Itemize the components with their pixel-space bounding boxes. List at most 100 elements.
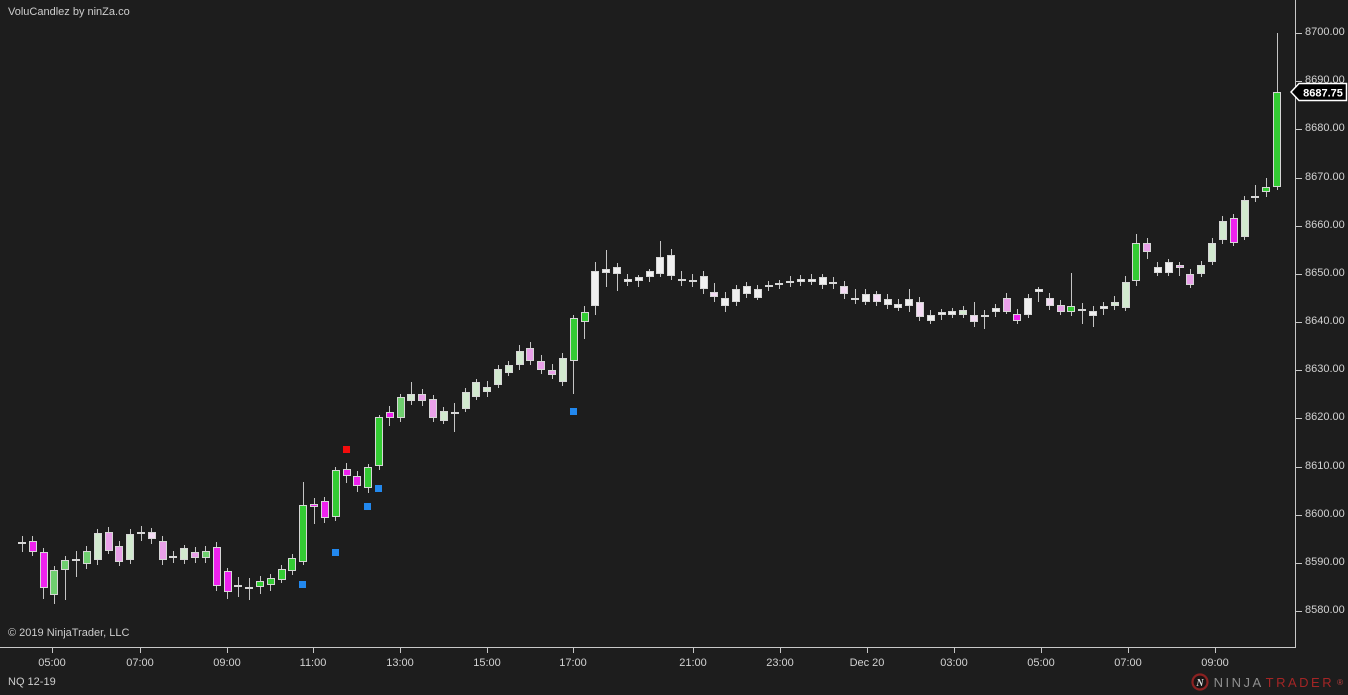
candle-body (818, 277, 827, 285)
candle-body (375, 417, 384, 467)
price-axis-tick (1296, 322, 1302, 323)
candle-body (418, 394, 427, 402)
price-axis-label: 8580.00 (1305, 604, 1345, 616)
candle-body (1251, 195, 1260, 198)
candle-body (461, 391, 470, 409)
price-axis-tick (1296, 466, 1302, 468)
candle-body (429, 399, 438, 419)
red-volume-marker (342, 445, 350, 453)
price-axis-label: 8660.00 (1305, 218, 1345, 231)
candle-body (310, 503, 319, 508)
candle-body (407, 394, 416, 402)
time-axis-tick (954, 648, 955, 653)
candle-body (364, 466, 373, 489)
candle-body (1273, 92, 1281, 188)
candle-body (580, 312, 589, 322)
candle-wick (1254, 184, 1256, 202)
candle-body (537, 360, 546, 371)
candle-wick (973, 301, 975, 327)
candle-body (180, 548, 189, 561)
candle-wick (638, 275, 640, 288)
ninjatrader-logo: N NINJA TRADER ® (1190, 673, 1343, 691)
candle-body (126, 533, 135, 561)
candle-body (591, 271, 600, 307)
candle-body (147, 531, 156, 539)
price-axis-label: 8610.00 (1305, 459, 1345, 472)
candle-body (1078, 308, 1087, 312)
candle-body (602, 269, 611, 273)
candle-body (331, 470, 340, 518)
candle-body (796, 278, 805, 283)
brand-ninja-text: NINJA (1213, 674, 1264, 690)
candle-body (1175, 265, 1184, 268)
price-chart-canvas[interactable] (0, 0, 1296, 648)
candle-body (212, 547, 221, 586)
candle-body (288, 558, 297, 572)
candle-body (266, 578, 275, 585)
candle-body (169, 555, 178, 558)
candle-body (93, 532, 102, 561)
candle-body (861, 294, 870, 302)
candle-body (1229, 218, 1238, 243)
candle-body (191, 551, 200, 558)
candle-body (1240, 200, 1249, 237)
candle-body (1262, 187, 1271, 192)
price-axis-label: 8680.00 (1305, 122, 1345, 135)
candle-body (472, 382, 481, 397)
candle-body (1024, 297, 1033, 315)
last-price-marker-shape: 8687.75 (1289, 82, 1348, 102)
candle-body (256, 580, 265, 587)
candle-body (1099, 306, 1108, 309)
candle-body (677, 278, 686, 281)
candle-body (39, 551, 48, 589)
price-axis-tick (1296, 81, 1302, 83)
candle-body (1002, 297, 1011, 313)
candle-wick (1081, 302, 1083, 325)
price-axis-tick (1296, 225, 1302, 227)
candle-body (786, 281, 795, 284)
candle-body (494, 368, 503, 385)
candle-body (721, 297, 730, 307)
time-axis-label: 17:00 (559, 657, 587, 669)
candle-body (1067, 306, 1076, 313)
candle-body (948, 311, 957, 315)
time-axis-label: 05:00 (38, 657, 66, 669)
blue-volume-marker (364, 503, 372, 511)
candle-body (1197, 265, 1206, 274)
time-axis-label: 07:00 (1114, 657, 1142, 669)
time-axis-tick (52, 648, 53, 653)
price-axis-tick (1296, 129, 1302, 131)
candle-body (396, 396, 405, 419)
candle-wick (64, 555, 66, 601)
time-axis-tick (313, 648, 314, 653)
candle-body (353, 476, 362, 486)
candle-body (1132, 242, 1141, 282)
candle-body (18, 542, 26, 545)
indicator-label: VoluCandlez by ninZa.co (8, 6, 130, 18)
candle-body (1110, 301, 1119, 307)
candle-body (959, 309, 968, 315)
price-axis-label: 8650.00 (1305, 266, 1345, 279)
time-axis-tick (487, 648, 488, 653)
candle-wick (584, 306, 586, 339)
candle-body (1034, 289, 1043, 292)
candle-body (688, 279, 697, 282)
candle-body (883, 299, 892, 306)
candle-body (851, 297, 860, 300)
registered-trademark-symbol: ® (1337, 677, 1343, 687)
candle-wick (854, 289, 856, 304)
candle-body (28, 541, 37, 552)
candle-wick (616, 262, 618, 291)
time-axis-label: 07:00 (126, 657, 154, 669)
candle-body (1218, 220, 1227, 241)
candle-body (50, 570, 59, 596)
candle-body (1153, 266, 1162, 273)
time-axis-tick (693, 648, 694, 653)
time-axis-tick (867, 648, 868, 653)
time-axis-label: Dec 20 (849, 657, 885, 669)
time-axis-tick (400, 648, 401, 653)
price-axis-tick (1296, 514, 1302, 516)
time-axis-tick (227, 648, 228, 653)
candle-body (1045, 297, 1054, 307)
price-axis-label: 8640.00 (1305, 315, 1345, 327)
